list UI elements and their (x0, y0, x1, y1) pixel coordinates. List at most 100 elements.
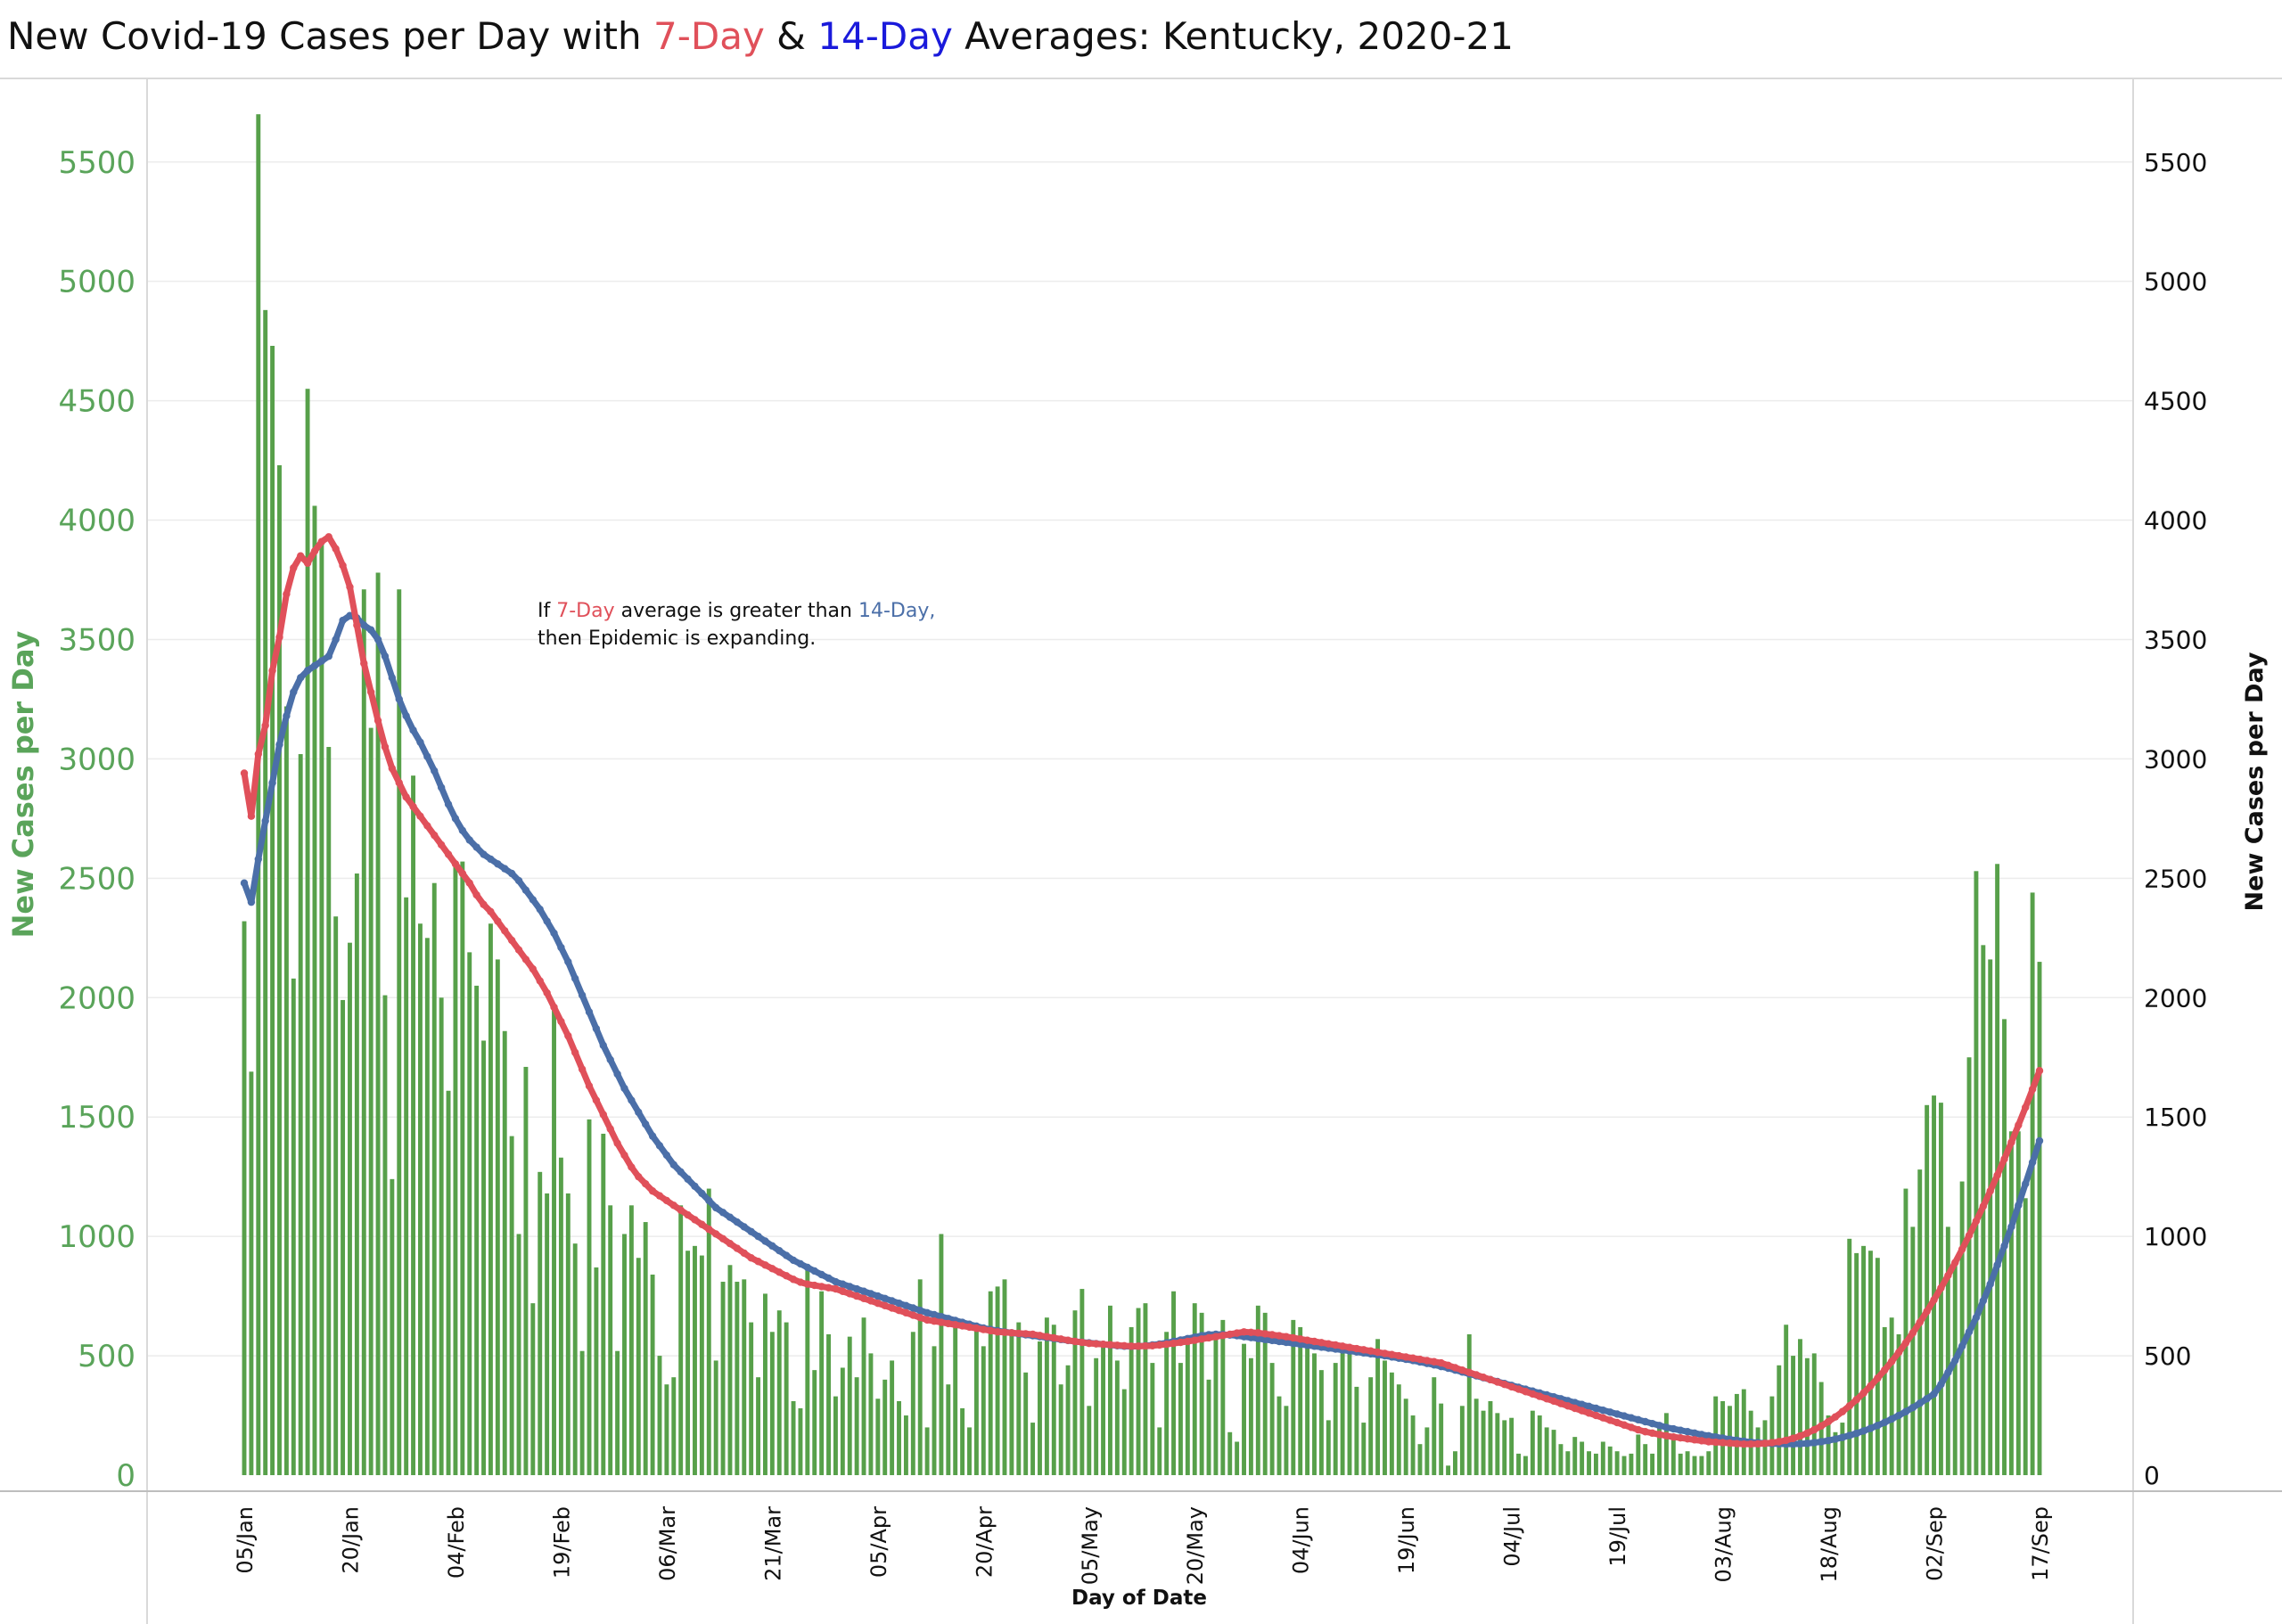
fourteen-day-point (669, 1161, 677, 1169)
annotation-line-2: then Epidemic is expanding. (538, 627, 816, 650)
seven-day-point (1585, 1409, 1593, 1417)
bar (1143, 1303, 1148, 1475)
y-tick-left: 1500 (58, 1100, 135, 1136)
bar (1791, 1356, 1796, 1475)
seven-day-point (1796, 1431, 1804, 1440)
seven-day-point (613, 1139, 621, 1147)
bar (854, 1377, 859, 1475)
bar (1383, 1360, 1387, 1475)
fourteen-day-point (578, 991, 587, 999)
bar (1318, 1370, 1324, 1475)
fourteen-day-point (606, 1055, 614, 1064)
bar (397, 589, 402, 1475)
seven-day-point (1092, 1340, 1100, 1348)
bar (756, 1377, 761, 1475)
seven-day-point (254, 750, 262, 759)
fourteen-day-point (1923, 1395, 1931, 1403)
seven-day-point (1817, 1422, 1826, 1431)
seven-day-point (1036, 1332, 1044, 1340)
fourteen-day-point (1845, 1431, 1853, 1439)
seven-day-point (789, 1275, 798, 1284)
fourteen-day-point (395, 695, 403, 703)
fourteen-day-point (923, 1308, 932, 1317)
seven-day-point (550, 1003, 558, 1012)
seven-day-point (1444, 1361, 1452, 1369)
seven-day-point (1712, 1438, 1720, 1447)
bar (502, 1030, 507, 1475)
x-tick-label: 04/Jul (1500, 1506, 1525, 1567)
seven-day-point (1247, 1328, 1255, 1337)
bar (882, 1379, 888, 1475)
y-tick-left: 4500 (58, 384, 135, 420)
fourteen-day-point (247, 898, 256, 906)
bar (1509, 1417, 1514, 1475)
bar (1446, 1465, 1451, 1475)
fourteen-day-point (1986, 1280, 1994, 1288)
seven-day-point (1141, 1341, 1150, 1350)
seven-day-point (1134, 1342, 1143, 1350)
fourteen-day-point (458, 826, 467, 834)
fourteen-day-point (839, 1280, 847, 1288)
seven-day-point (268, 667, 276, 675)
seven-day-point (1845, 1402, 1853, 1410)
bar (1129, 1326, 1134, 1475)
bar (495, 959, 500, 1475)
seven-day-point (261, 721, 269, 730)
fourteen-day-point (881, 1294, 889, 1302)
fourteen-day-point (1817, 1438, 1826, 1446)
bar (1875, 1258, 1880, 1475)
seven-day-point (1465, 1368, 1473, 1377)
seven-day-point (1486, 1375, 1495, 1384)
fourteen-day-point (628, 1096, 636, 1104)
seven-day-point (1204, 1333, 1213, 1342)
seven-day-point (247, 812, 256, 820)
seven-day-point (1219, 1332, 1227, 1340)
bar (1094, 1357, 1099, 1475)
seven-day-point (1746, 1439, 1755, 1448)
fourteen-day-point (635, 1108, 643, 1117)
bar (960, 1408, 965, 1475)
seven-day-point (388, 764, 397, 773)
fourteen-day-point (1874, 1422, 1882, 1430)
fourteen-day-point (1824, 1436, 1833, 1445)
seven-day-point (733, 1244, 742, 1252)
x-tick-label: 05/Apr (866, 1506, 891, 1578)
seven-day-point (1824, 1417, 1833, 1426)
fourteen-day-point (698, 1189, 706, 1198)
title-part-1: New Covid-19 Cases per Day with (7, 14, 653, 58)
seven-day-point (1606, 1416, 1614, 1424)
bar (1706, 1451, 1712, 1475)
seven-day-point (1430, 1357, 1438, 1366)
bar (418, 923, 423, 1475)
bar (1333, 1363, 1338, 1475)
fourteen-day-point (1627, 1414, 1636, 1422)
bar (995, 1286, 1000, 1475)
bar (424, 938, 430, 1475)
seven-day-point (718, 1234, 727, 1243)
fourteen-day-point (409, 726, 417, 734)
seven-day-point (698, 1220, 706, 1228)
seven-day-point (973, 1325, 981, 1333)
bar (348, 942, 352, 1475)
bar (1340, 1350, 1345, 1475)
seven-day-point (1063, 1336, 1072, 1344)
seven-day-point (705, 1225, 713, 1234)
x-tick-label: 06/Mar (655, 1506, 680, 1581)
fourteen-day-point (782, 1251, 791, 1259)
bar (1242, 1343, 1246, 1475)
seven-day-point (2022, 1103, 2030, 1111)
bar (1466, 1333, 1472, 1475)
bar (1685, 1451, 1690, 1475)
fourteen-day-point (852, 1284, 861, 1293)
seven-day-point (1401, 1353, 1410, 1361)
fourteen-day-point (937, 1312, 946, 1321)
bar (1157, 1427, 1162, 1475)
fourteen-day-point (2035, 1136, 2044, 1145)
fourteen-day-point (874, 1292, 882, 1300)
seven-day-point (409, 802, 417, 811)
chart-title: New Covid-19 Cases per Day with 7-Day & … (7, 14, 1514, 58)
fourteen-day-point (324, 652, 332, 660)
seven-day-point (1507, 1382, 1515, 1391)
bar (375, 572, 381, 1475)
y-tick-right: 4000 (2144, 506, 2207, 536)
